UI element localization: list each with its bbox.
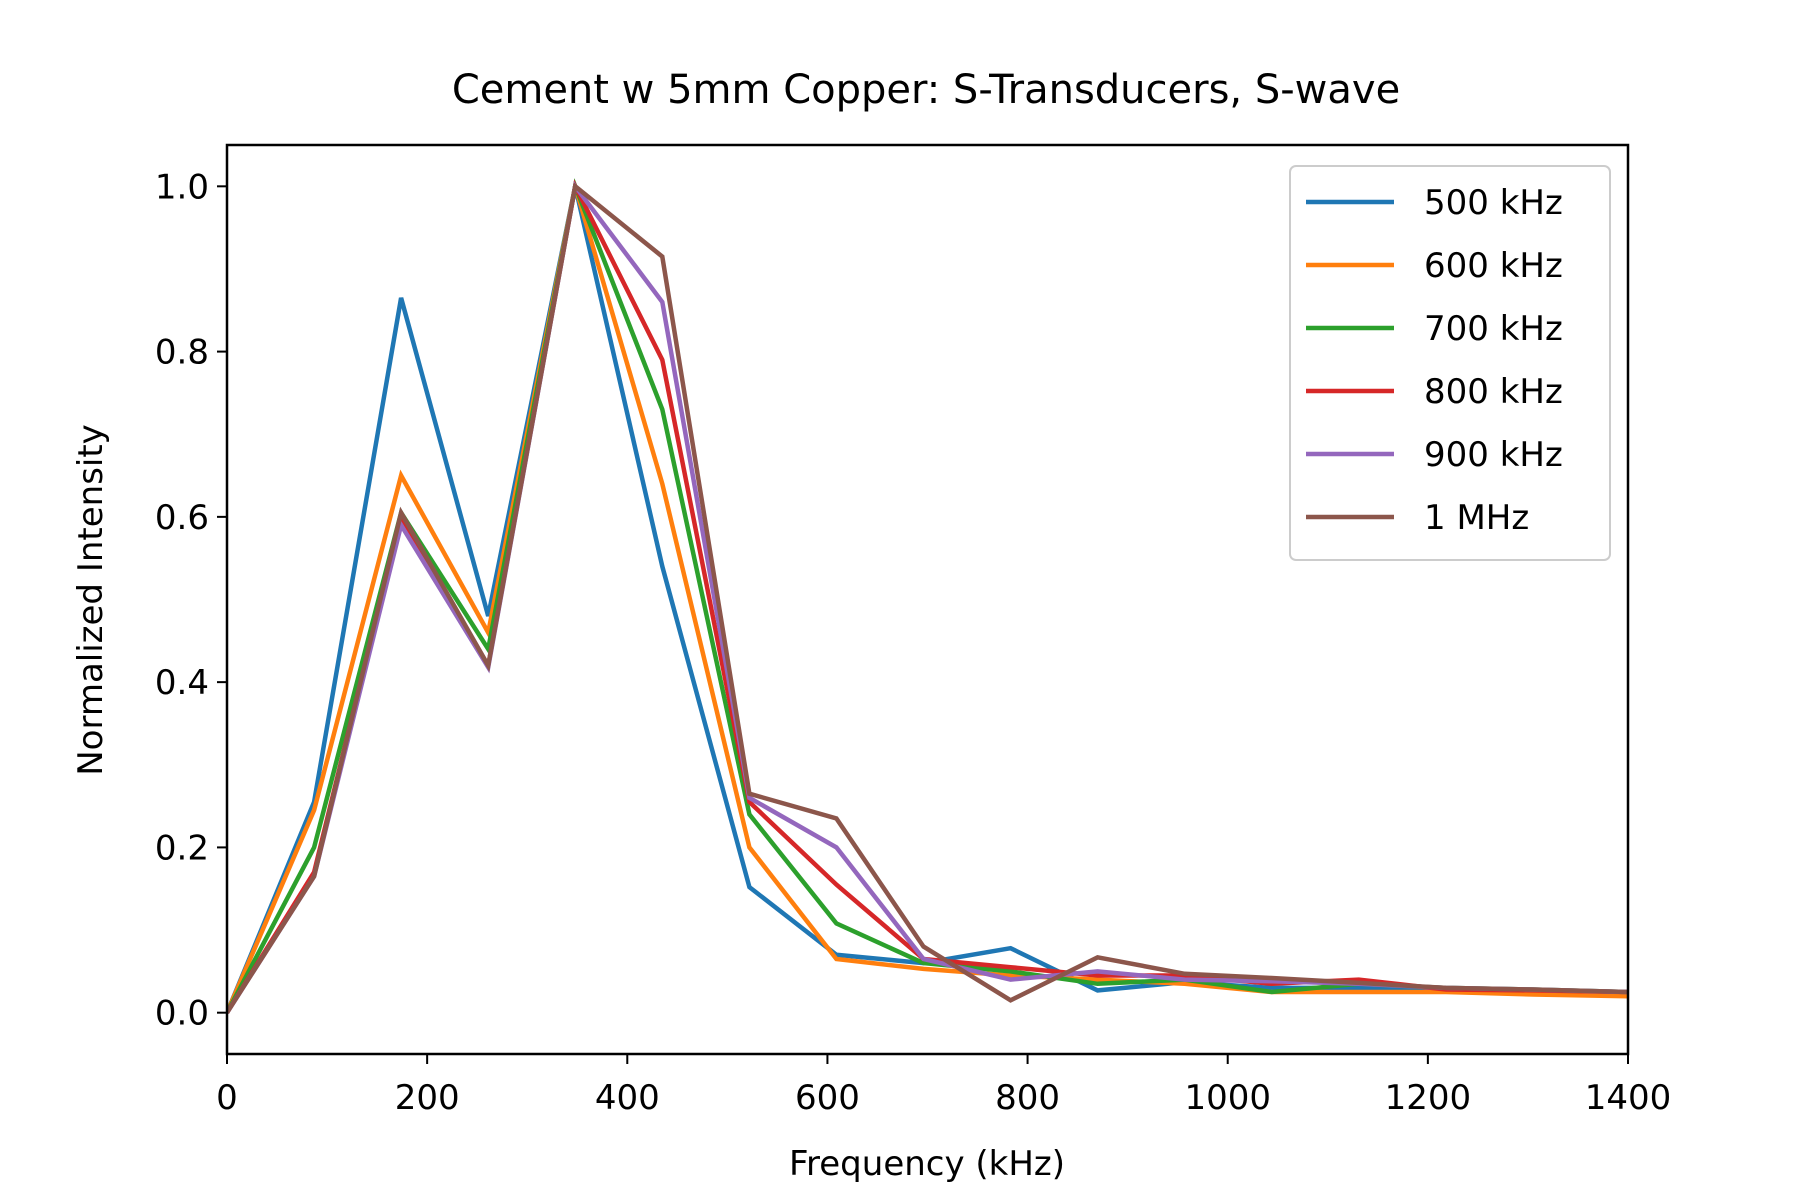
x-tick-label: 1000 — [1184, 1078, 1271, 1118]
x-tick-label: 200 — [395, 1078, 460, 1118]
legend-label: 1 MHz — [1424, 498, 1529, 538]
series-line-6 — [227, 182, 1628, 1014]
x-tick-label: 600 — [795, 1078, 860, 1118]
legend-label: 600 kHz — [1424, 246, 1563, 286]
legend: 500 kHz 600 kHz 700 kHz 800 kHz 900 kHz 1 MHz — [1289, 165, 1611, 561]
legend-label: 500 kHz — [1424, 183, 1563, 223]
x-axis: 0 200 400 600 800 1000 1200 1400 — [216, 1054, 1671, 1118]
y-tick-label: 0.6 — [155, 498, 209, 538]
y-tick-label: 0.2 — [155, 828, 209, 868]
x-tick-label: 800 — [995, 1078, 1060, 1118]
plot-frame — [225, 143, 1630, 1056]
legend-label: 800 kHz — [1424, 372, 1563, 412]
plot-lines — [227, 178, 1628, 1014]
series-line-2 — [227, 185, 1628, 1014]
y-tick-label: 0.0 — [155, 994, 209, 1034]
x-tick-label: 0 — [216, 1078, 238, 1118]
x-tick-label: 1200 — [1385, 1078, 1472, 1118]
y-tick-label: 1.0 — [155, 167, 209, 207]
x-axis-label: Frequency (kHz) — [789, 1144, 1065, 1184]
x-tick-label: 1400 — [1585, 1078, 1672, 1118]
x-tick-label: 400 — [595, 1078, 660, 1118]
legend-label: 900 kHz — [1424, 435, 1563, 475]
y-axis-label: Normalized Intensity — [71, 424, 111, 776]
chart-title: Cement w 5mm Copper: S-Transducers, S-wa… — [452, 67, 1400, 113]
y-tick-label: 0.8 — [155, 333, 209, 373]
legend-label: 700 kHz — [1424, 309, 1563, 349]
y-tick-label: 0.4 — [155, 663, 209, 703]
y-axis: 0.0 0.2 0.4 0.6 0.8 1.0 — [155, 167, 227, 1034]
